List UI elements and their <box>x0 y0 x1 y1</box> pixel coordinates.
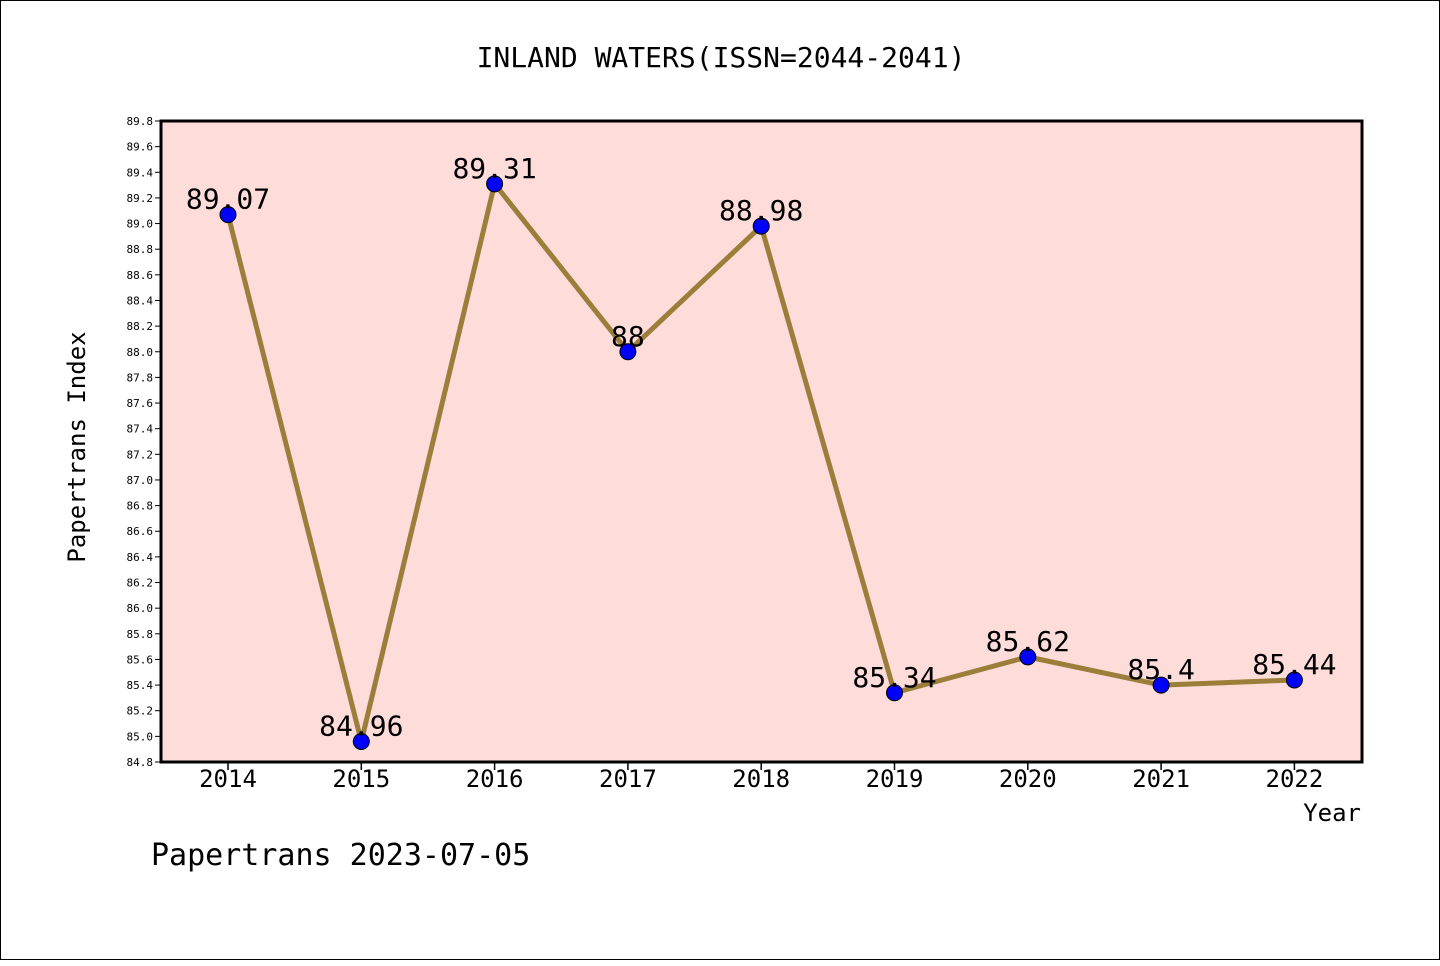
x-tick-label: 2016 <box>466 765 524 793</box>
data-label: 88 <box>611 320 645 353</box>
x-tick-label: 2019 <box>866 765 924 793</box>
y-tick-label: 88.6 <box>127 269 154 282</box>
data-point-marker <box>1152 676 1170 694</box>
y-tick-label: 89.8 <box>127 115 154 128</box>
data-label: 84.96 <box>319 709 403 742</box>
x-tick-label: 2020 <box>999 765 1057 793</box>
data-label: 85.62 <box>986 625 1070 658</box>
y-axis: 84.8 85.0 85.2 85.4 85.6 85.8 86.0 86.2 86.4 86.6… <box>127 115 161 769</box>
y-tick-label: 87.6 <box>127 397 154 410</box>
y-axis-label: Papertrans Index <box>63 331 91 562</box>
footer-text: Papertrans 2023-07-05 <box>151 838 530 873</box>
y-tick-label: 85.4 <box>127 679 154 692</box>
data-labels: 89.07 84.96 89.31 88 88.98 85.34 85.62 85.4 85.4… <box>186 152 1337 743</box>
data-point-marker <box>219 206 237 224</box>
y-tick-label: 88.4 <box>127 294 154 307</box>
y-tick-label: 84.8 <box>127 756 154 769</box>
y-tick-label: 89.2 <box>127 192 154 205</box>
y-tick-label: 86.0 <box>127 602 154 615</box>
y-tick-label: 88.0 <box>127 346 154 359</box>
y-tick-label: 87.0 <box>127 474 154 487</box>
y-tick-label: 88.8 <box>127 243 154 256</box>
y-tick-label: 86.2 <box>127 577 154 590</box>
data-label: 85.4 <box>1127 653 1194 686</box>
y-tick-label: 85.0 <box>127 730 154 743</box>
data-point-marker <box>486 175 504 193</box>
y-tick-label: 85.2 <box>127 705 154 718</box>
data-point-marker <box>619 343 637 361</box>
data-label: 88.98 <box>719 194 803 227</box>
y-tick-label: 86.6 <box>127 525 154 538</box>
data-label: 85.44 <box>1252 648 1336 681</box>
y-tick-label: 85.8 <box>127 628 154 641</box>
data-point-marker <box>352 732 370 750</box>
y-tick-label: 88.2 <box>127 320 154 333</box>
y-tick-label: 87.2 <box>127 448 154 461</box>
y-tick-label: 87.4 <box>127 423 154 436</box>
x-tick-label: 2017 <box>599 765 657 793</box>
data-label: 89.31 <box>452 152 536 185</box>
y-tick-label: 85.6 <box>127 653 154 666</box>
series-line-group <box>219 175 1303 750</box>
chart-title: INLAND WATERS(ISSN=2044-2041) <box>477 41 966 74</box>
y-tick-label: 89.0 <box>127 218 154 231</box>
x-axis: 2014 2015 2016 2017 2018 2019 2020 2021 2022 <box>199 762 1323 793</box>
data-point-marker <box>1285 671 1303 689</box>
x-tick-label: 2022 <box>1266 765 1324 793</box>
x-tick-label: 2015 <box>332 765 390 793</box>
y-tick-label: 87.8 <box>127 371 154 384</box>
data-point-marker <box>1019 648 1037 666</box>
data-label: 85.34 <box>852 661 936 694</box>
x-tick-label: 2018 <box>732 765 790 793</box>
x-tick-label: 2014 <box>199 765 257 793</box>
data-point-marker <box>886 684 903 702</box>
y-tick-label: 89.6 <box>127 141 154 154</box>
y-tick-label: 86.4 <box>127 551 154 564</box>
x-axis-label: Year <box>1303 799 1361 827</box>
data-point-marker <box>752 217 770 235</box>
y-tick-label: 86.8 <box>127 500 154 513</box>
x-tick-label: 2021 <box>1132 765 1190 793</box>
data-label: 89.07 <box>186 183 270 216</box>
y-tick-label: 89.4 <box>127 166 154 179</box>
